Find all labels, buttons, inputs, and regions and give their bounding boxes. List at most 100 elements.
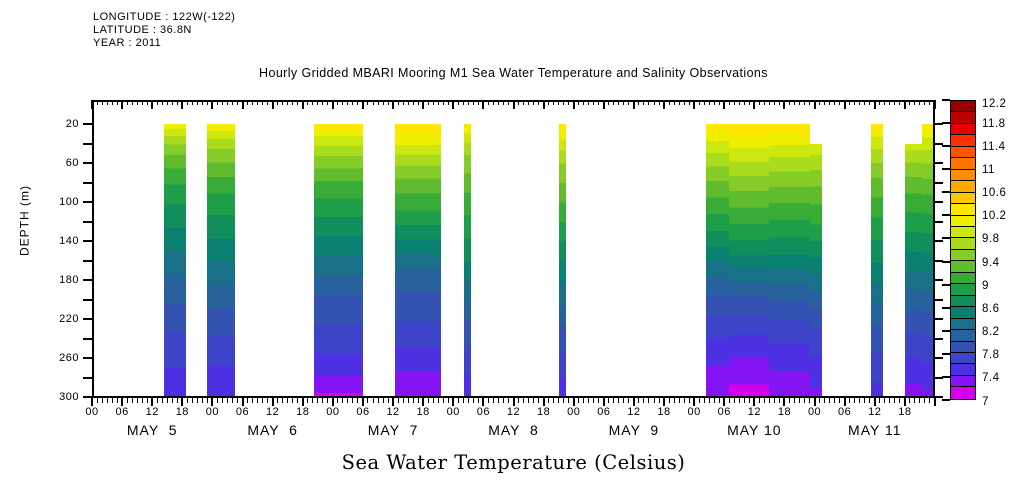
x-axis-major-tick-top — [482, 100, 485, 109]
x-axis-minor-tick — [156, 398, 158, 403]
x-axis-minor-tick — [859, 398, 861, 403]
x-axis-minor-tick — [141, 398, 143, 403]
x-axis-minor-tick-top — [548, 100, 550, 105]
x-axis-minor-tick-top — [673, 100, 675, 105]
x-axis-minor-tick — [437, 398, 439, 403]
y-axis-tick-left — [83, 123, 92, 125]
y-axis-tick-left — [83, 240, 92, 242]
x-axis-minor-tick-top — [327, 100, 329, 105]
x-axis-minor-tick-top — [116, 100, 118, 105]
x-axis-minor-tick-top — [282, 100, 284, 105]
x-axis-minor-tick-top — [773, 100, 775, 105]
colorbar-tick — [942, 329, 950, 332]
x-axis-minor-tick — [397, 398, 399, 403]
x-axis-minor-tick — [668, 398, 670, 403]
colorbar-label: 10.2 — [982, 210, 1007, 223]
colorbar-label: 7 — [982, 396, 989, 408]
x-axis-minor-tick — [618, 398, 620, 403]
x-axis-minor-tick — [593, 398, 595, 403]
x-axis-minor-tick-top — [287, 100, 289, 105]
x-axis-minor-tick — [914, 398, 916, 403]
x-axis-hour-label: 12 — [386, 406, 400, 418]
x-axis-major-tick — [301, 398, 304, 406]
x-axis-major-tick-top — [271, 100, 274, 109]
x-axis-minor-tick-top — [653, 100, 655, 105]
colorbar-cell — [951, 101, 975, 113]
colorbar-cell — [951, 352, 975, 365]
x-axis-major-tick-top — [361, 100, 364, 109]
x-axis-day-label: MAY 10 — [727, 422, 782, 438]
x-axis-minor-tick — [131, 398, 133, 403]
x-axis-hour-label: 18 — [536, 406, 551, 418]
y-axis-tick-right — [935, 162, 943, 164]
x-axis-minor-tick — [322, 398, 324, 403]
x-axis-minor-tick-top — [829, 100, 831, 105]
colorbar-cell — [951, 284, 975, 296]
x-axis-minor-tick-top — [427, 100, 429, 105]
x-axis-minor-tick — [598, 398, 600, 403]
x-axis-minor-tick — [477, 398, 479, 403]
y-axis-tick-left — [83, 279, 92, 281]
x-axis-major-tick — [602, 398, 605, 406]
x-axis-minor-tick-top — [226, 100, 228, 105]
x-axis-minor-tick-top — [819, 100, 821, 105]
x-axis-minor-tick — [492, 398, 494, 403]
colorbar-label: 8.6 — [982, 302, 1000, 315]
x-axis-minor-tick — [196, 398, 198, 403]
x-axis-major-tick-top — [572, 100, 575, 109]
x-axis-minor-tick — [743, 398, 745, 403]
x-axis-major-tick-top — [693, 100, 696, 109]
x-axis-major-tick — [783, 398, 786, 406]
y-axis-title: DEPTH (m) — [17, 185, 32, 256]
x-axis-minor-tick-top — [252, 100, 254, 105]
year-label: YEAR : 2011 — [93, 37, 162, 49]
x-axis-minor-tick-top — [683, 100, 685, 105]
x-axis-minor-tick — [558, 398, 560, 403]
x-axis-minor-tick — [166, 398, 168, 403]
colorbar-cell — [951, 295, 975, 308]
x-axis-major-tick-top — [783, 100, 786, 109]
x-axis-minor-tick — [758, 398, 760, 403]
x-axis-minor-tick — [96, 398, 98, 403]
colorbar-tick — [942, 191, 950, 194]
x-axis-minor-tick — [327, 398, 329, 403]
y-axis-tick-right — [935, 240, 943, 242]
x-axis-day-label: MAY 11 — [848, 422, 902, 438]
x-axis-minor-tick-top — [708, 100, 710, 105]
x-axis-minor-tick — [588, 398, 590, 403]
chart-caption: Sea Water Temperature (Celsius) — [341, 451, 686, 474]
x-axis-minor-tick — [262, 398, 264, 403]
x-axis-minor-tick-top — [523, 100, 525, 105]
x-axis-minor-tick — [472, 398, 474, 403]
x-axis-minor-tick — [111, 398, 113, 403]
x-axis-minor-tick-top — [347, 100, 349, 105]
x-axis-major-tick — [903, 398, 906, 406]
colorbar-cell — [951, 181, 975, 193]
x-axis-minor-tick — [342, 398, 344, 403]
y-axis-tick-left — [83, 396, 92, 398]
x-axis-minor-tick-top — [839, 100, 841, 105]
x-axis-minor-tick-top — [257, 100, 259, 105]
temperature-band-segment — [870, 124, 883, 396]
x-axis-minor-tick-top — [297, 100, 299, 105]
y-axis-tick-label: 140 — [59, 235, 79, 247]
y-axis-tick-left — [83, 201, 92, 203]
longitude-label: LONGITUDE : 122W(-122) — [93, 11, 236, 23]
colorbar-cell — [951, 215, 975, 227]
y-axis-tick-left — [83, 142, 92, 145]
x-axis-minor-tick — [568, 398, 570, 403]
x-axis-minor-tick — [377, 398, 379, 403]
x-axis-minor-tick — [884, 398, 886, 403]
x-axis-minor-tick-top — [221, 100, 223, 105]
plot-area — [92, 100, 935, 398]
y-axis-tick-right — [935, 337, 943, 340]
colorbar-tick — [942, 375, 950, 378]
x-axis-minor-tick-top — [738, 100, 740, 105]
x-axis-major-tick — [211, 398, 214, 406]
x-axis-hour-label: 00 — [807, 406, 822, 418]
x-axis-minor-tick — [718, 398, 720, 403]
colorbar-label: 7.4 — [982, 371, 1000, 384]
x-axis-minor-tick — [728, 398, 730, 403]
x-axis-minor-tick-top — [528, 100, 530, 105]
x-axis-minor-tick-top — [568, 100, 570, 105]
